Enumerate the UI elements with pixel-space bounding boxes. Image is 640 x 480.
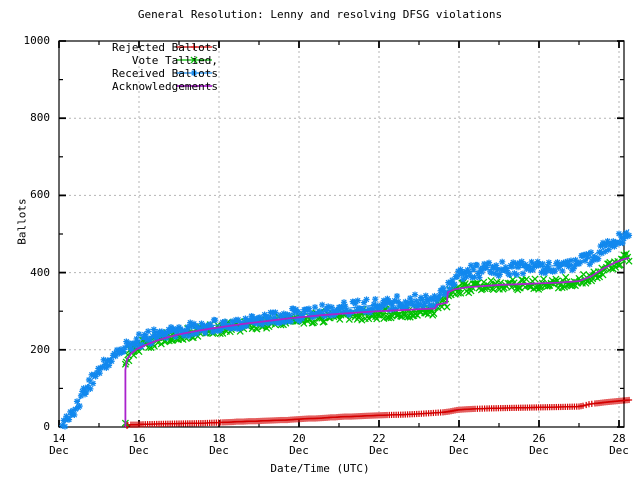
legend-label: Rejected Ballots — [112, 41, 218, 54]
legend-item: Received Ballots — [62, 67, 218, 80]
x-tick-label-day: 20 — [292, 432, 306, 445]
y-tick-label: 0 — [43, 420, 50, 433]
axis-frame — [58, 40, 625, 428]
x-tick-label-day: 22 — [372, 432, 386, 445]
x-tick-label-month: Dec — [129, 444, 149, 457]
legend-label: Received Ballots — [112, 67, 218, 80]
x-tick-label-day: 16 — [132, 432, 146, 445]
y-tick-label: 1000 — [23, 34, 51, 47]
series-tallied — [121, 250, 633, 427]
series-received — [59, 229, 633, 430]
x-tick-label-day: 24 — [452, 432, 466, 445]
x-tick-label-day: 14 — [52, 432, 66, 445]
y-tick-label: 200 — [30, 342, 50, 356]
grid-layer — [59, 40, 624, 427]
x-tick-label-day: 18 — [212, 432, 226, 445]
legend-item: Vote Tallied, — [62, 54, 218, 67]
x-axis-label: Date/Time (UTC) — [270, 462, 370, 475]
series-rejected — [123, 396, 633, 429]
legend-keys — [176, 43, 212, 87]
legend: Rejected Ballots Vote Tallied, Received … — [62, 41, 218, 93]
y-tick-label: 800 — [30, 111, 50, 125]
x-tick-label-month: Dec — [209, 444, 229, 457]
chart-title: General Resolution: Lenny and resolving … — [137, 8, 503, 21]
legend-item: Rejected Ballots — [62, 41, 218, 54]
y-tick-label: 600 — [30, 188, 50, 202]
x-tick-label-day: 26 — [532, 432, 546, 445]
legend-label: Acknowledgements — [112, 80, 218, 93]
y-tick-label: 400 — [30, 265, 50, 279]
series-acknowledgements — [124, 257, 630, 427]
x-tick-label-month: Dec — [49, 444, 69, 457]
x-tick-label-month: Dec — [449, 444, 469, 457]
x-tick-label-month: Dec — [289, 444, 309, 457]
legend-label: Vote Tallied, — [131, 54, 218, 67]
x-tick-label-month: Dec — [529, 444, 549, 457]
x-tick-label-month: Dec — [369, 444, 389, 457]
x-tick-label-day: 28 — [612, 432, 626, 445]
series-layer — [59, 229, 633, 430]
x-tick-label-month: Dec — [609, 444, 629, 457]
legend-item: Acknowledgements — [62, 80, 218, 93]
